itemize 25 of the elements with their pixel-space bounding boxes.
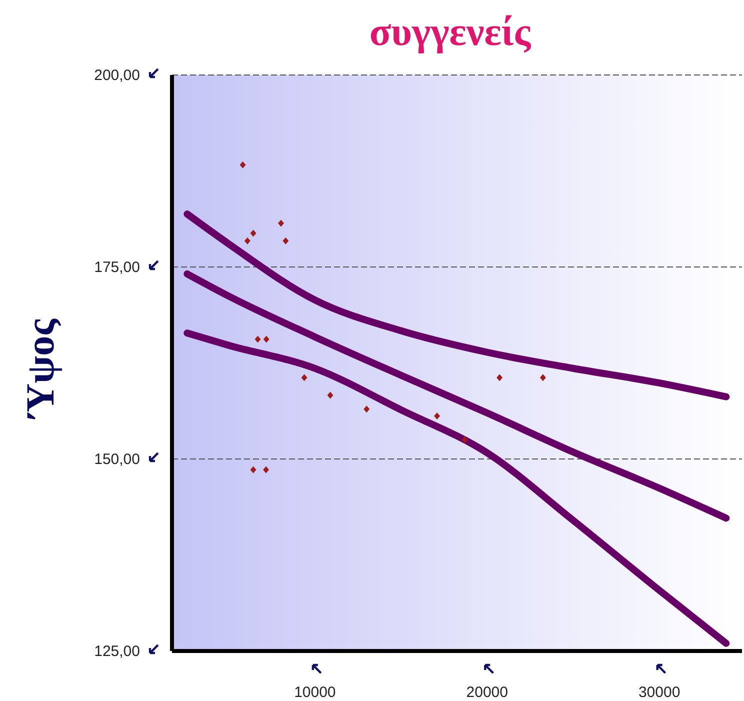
chart-title: συγγενείς: [368, 8, 532, 55]
x-tick-label: 20000: [466, 684, 508, 701]
point: [540, 374, 546, 382]
y-tick-label: 125,00: [94, 643, 140, 660]
point: [250, 466, 256, 474]
point: [282, 237, 289, 244]
y-axis-title: Ύψος: [16, 318, 64, 418]
y-tick-label: 175,00: [94, 259, 140, 276]
point: [496, 374, 503, 382]
point: [263, 466, 270, 474]
x-tick-label: 30000: [638, 684, 680, 701]
point: [301, 374, 308, 382]
point: [327, 392, 334, 399]
point: [263, 336, 270, 343]
point: [364, 406, 370, 413]
point: [278, 220, 284, 227]
point: [434, 412, 440, 420]
y-tick-label: 150,00: [94, 451, 140, 468]
point: [244, 237, 250, 244]
x-tick-label: 10000: [294, 684, 336, 701]
point: [462, 436, 468, 444]
point: [254, 336, 261, 343]
y-tick-label: 200,00: [94, 67, 140, 84]
point: [240, 161, 246, 168]
point: [250, 230, 256, 237]
